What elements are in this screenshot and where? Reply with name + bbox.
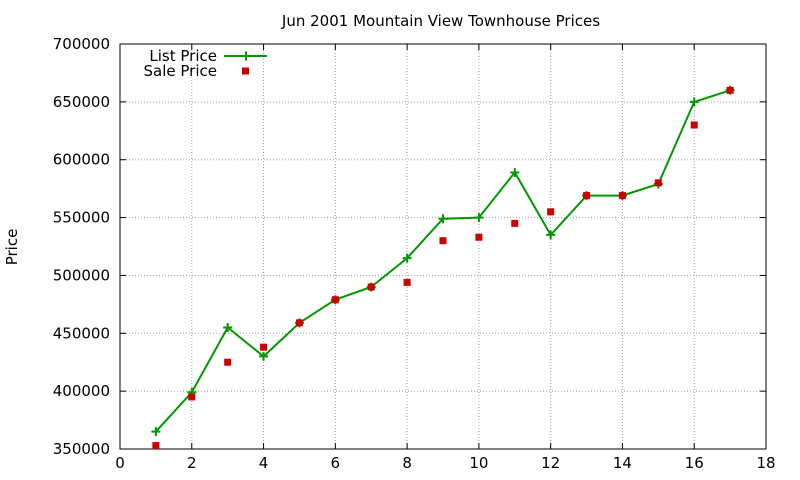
sale-price-point	[295, 319, 303, 327]
x-tick-label: 4	[259, 454, 269, 472]
legend-marker-list-price	[241, 51, 251, 61]
list-price-point	[438, 214, 448, 224]
plot-frame	[119, 43, 767, 450]
y-axis-label: Price	[3, 229, 21, 266]
list-price-point	[689, 97, 699, 107]
y-tick-label: 550000	[53, 209, 110, 227]
sale-price-point	[726, 86, 734, 94]
legend: List Price Sale Price	[144, 47, 267, 80]
sale-price-point	[152, 442, 160, 450]
sale-price-point	[224, 358, 232, 366]
list-price-point	[402, 253, 412, 263]
sale-price-point	[403, 278, 411, 286]
list-price-point	[259, 351, 269, 361]
legend-marker-sale-price	[242, 67, 249, 75]
x-tick-label: 18	[756, 454, 775, 472]
sale-price-point	[547, 208, 555, 216]
x-tick-label: 14	[613, 454, 632, 472]
x-tick-label: 16	[685, 454, 704, 472]
sale-price-point	[583, 192, 591, 200]
x-tick-label: 6	[331, 454, 341, 472]
axis-ticks: 0 2 4 6 8 10 12 14 16 18 350000 400000 450000 500000 5…	[53, 35, 776, 472]
legend-label-sale-price: Sale Price	[144, 62, 217, 80]
sale-price-point	[188, 393, 196, 401]
sale-price-point	[439, 237, 447, 245]
list-price-point	[223, 323, 233, 332]
sale-price-point	[511, 219, 519, 227]
sale-price-point	[331, 296, 339, 304]
x-tick-label: 10	[469, 454, 488, 472]
x-tick-label: 0	[115, 454, 125, 472]
grid	[120, 44, 766, 449]
y-tick-label: 650000	[53, 93, 110, 111]
list-price-line	[155, 89, 731, 433]
sale-price-point	[618, 192, 626, 200]
sale-price-point	[475, 233, 483, 241]
x-tick-label: 8	[402, 454, 412, 472]
sale-price-point	[367, 283, 375, 291]
legend-label-list-price: List Price	[149, 47, 217, 65]
sale-price-point	[260, 343, 268, 351]
x-tick-label: 2	[187, 454, 197, 472]
chart-title: Jun 2001 Mountain View Townhouse Prices	[281, 12, 600, 30]
list-price-point	[151, 427, 161, 437]
y-tick-label: 500000	[53, 266, 110, 284]
y-tick-label: 700000	[53, 35, 110, 53]
y-tick-label: 350000	[53, 440, 110, 458]
series	[151, 85, 735, 450]
list-price-point	[474, 213, 484, 223]
list-price-point	[510, 167, 520, 177]
y-tick-label: 450000	[53, 324, 110, 342]
y-tick-label: 600000	[53, 151, 110, 169]
sale-price-point	[654, 179, 662, 187]
y-tick-label: 400000	[53, 382, 110, 400]
sale-price-point	[690, 121, 698, 129]
x-tick-label: 12	[541, 454, 560, 472]
list-price-point	[546, 230, 556, 240]
